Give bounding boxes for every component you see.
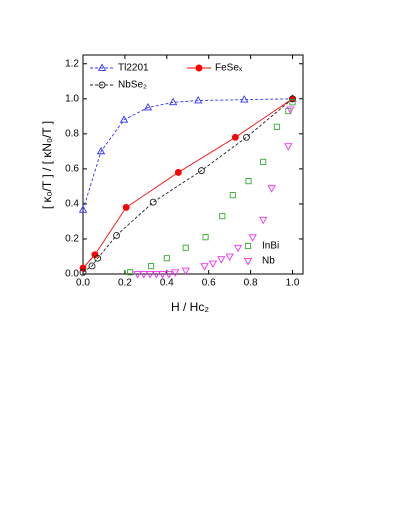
data-point [273,123,280,130]
x-tick-label: 0.4 [160,278,174,289]
data-point [133,271,142,279]
data-point [231,133,239,141]
data-point [164,271,174,279]
legend-marker [243,258,253,266]
data-point [163,255,170,262]
data-point [181,267,190,276]
data-point [284,143,293,151]
x-tick-label: 1.0 [286,278,300,289]
x-axis-label: H / Hc₂ [171,300,209,314]
data-point [240,95,249,103]
data-point [219,213,226,220]
data-point [286,106,295,114]
legend-label: Nb [262,256,275,267]
data-point [289,95,296,103]
data-point [149,198,157,206]
data-point [127,269,134,276]
data-point [119,115,129,123]
x-tick-label: 0.0 [76,278,90,289]
data-point [152,271,161,279]
legend-marker [195,64,203,72]
data-point [194,96,203,104]
y-axis-label: [ κ₀/T ] / [ κN₀/T ] [40,121,54,209]
data-point [148,263,155,270]
data-point [182,244,189,251]
data-point [174,168,182,176]
data-point [158,271,167,279]
data-point [197,167,205,175]
legend-marker [98,81,106,89]
y-tick-label: 0.6 [65,164,79,175]
data-point [242,133,250,141]
y-tick-label: 0.8 [65,128,79,139]
data-point [88,262,96,270]
data-point [171,269,180,277]
data-point [78,205,88,213]
series-line [82,98,293,273]
legend-label: InBi [262,241,279,252]
y-tick-label: 0.4 [65,199,79,210]
data-point [217,256,226,264]
data-point [96,146,106,155]
legend-marker [97,63,107,71]
data-point [168,97,178,106]
data-point [259,216,268,225]
series-line [82,98,293,211]
data-point [202,234,209,241]
x-tick-label: 0.6 [202,278,216,289]
data-point [145,271,155,279]
data-point [233,244,243,253]
legend-label: Tl2201 [118,63,149,74]
data-point [225,253,234,261]
data-point [245,178,252,185]
legend-label: NbSe₂ [118,80,147,91]
data-point [143,103,153,111]
data-point [248,234,257,242]
data-point [229,192,236,199]
data-point [267,185,276,193]
data-point [94,254,102,262]
y-tick-label: 1.2 [65,58,79,69]
data-point [208,260,218,269]
y-tick-label: 1.0 [65,93,79,104]
y-tick-label: 0.2 [65,234,79,245]
data-point [113,232,120,239]
data-point [79,268,87,276]
x-tick-label: 0.8 [244,278,258,289]
plot-frame [82,54,304,275]
x-tick-label: 0.2 [118,278,132,289]
data-point [260,158,267,165]
y-tick-label: 0.0 [65,269,79,280]
data-point [289,99,296,106]
data-point [200,263,209,271]
data-point [139,271,148,279]
legend-label: FeSeₓ [215,63,243,74]
data-point [122,203,130,211]
legend-marker [244,242,252,250]
